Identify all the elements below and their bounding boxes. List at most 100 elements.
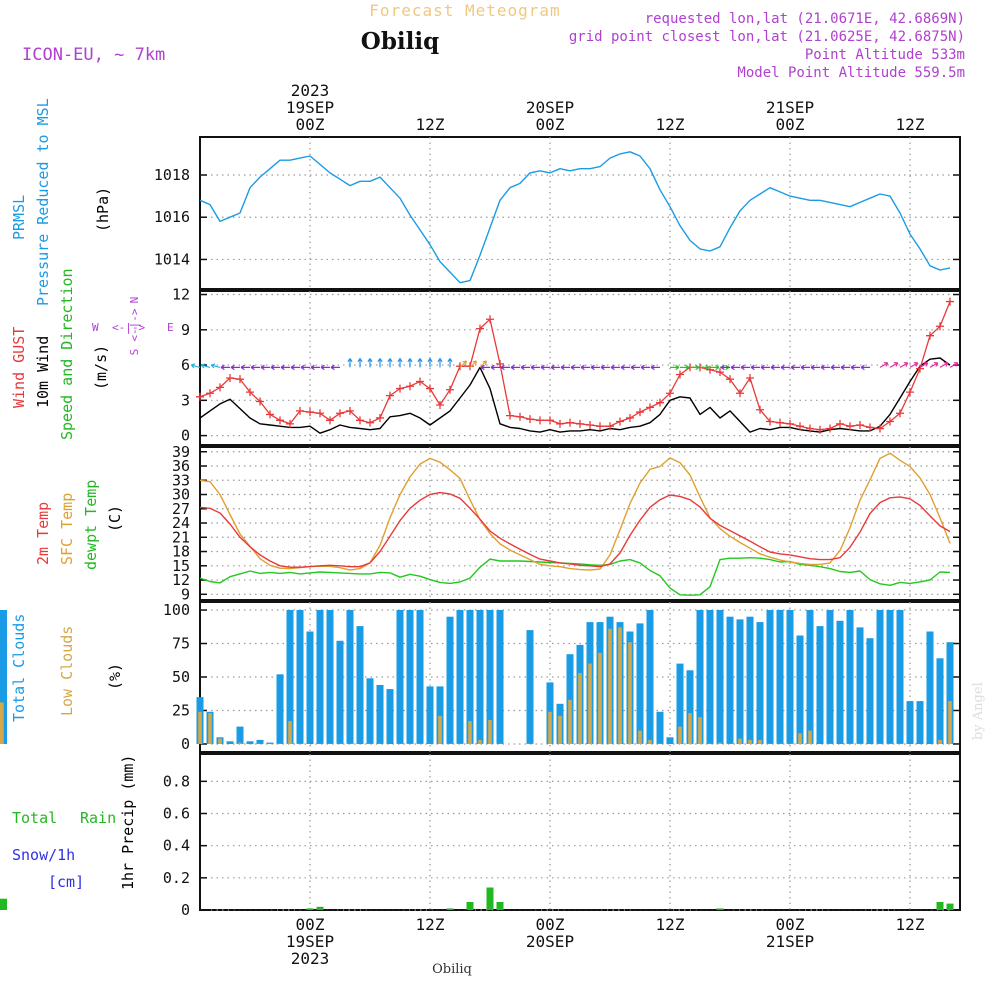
top-time-label: 12Z [656, 115, 685, 134]
pressure-frame [199, 136, 961, 290]
low-clouds-bar [738, 738, 742, 744]
low-clouds-bar [288, 721, 292, 744]
wind-gust-point [796, 422, 804, 431]
compass-arrows: <-|-> [128, 308, 141, 341]
wind-gust-point [386, 391, 394, 400]
low-clouds-bar [618, 627, 622, 744]
location-title: Obiliq [361, 28, 439, 55]
wind-10m-label: 10m Wind [34, 336, 52, 408]
wind-direction-arrow [240, 364, 250, 371]
total-clouds-bar [436, 686, 444, 744]
wind-gust-point [536, 416, 544, 425]
wind-gust-point [616, 417, 624, 426]
wind-gust-point [596, 422, 604, 431]
low-clouds-bar [938, 739, 942, 744]
total-clouds-bar [746, 616, 754, 744]
temperature-labels: 2m Temp SFC Temp dewpt Temp (C) [34, 480, 124, 570]
wind-gust-point [326, 416, 334, 425]
low-clouds-bar [558, 715, 562, 744]
total-clouds-bar [686, 670, 694, 744]
total-clouds-bar [406, 610, 414, 744]
wind-ytick-label: 3 [181, 391, 190, 409]
low-clouds-label: Low Clouds [58, 626, 76, 716]
cloud-labels: Total Clouds Low Clouds (%) [10, 614, 124, 722]
wind-gust-point [916, 364, 924, 373]
top-time-label: 12Z [896, 115, 925, 134]
wind-gust-point [626, 413, 634, 422]
wind-direction-arrow [600, 364, 610, 371]
temp-2m-label: 2m Temp [34, 502, 52, 565]
top-time-label: 00Z [776, 115, 805, 134]
precip-ytick-label: 0.2 [163, 869, 190, 887]
footer-location: Obiliq [432, 962, 472, 977]
wind-frame [199, 290, 961, 446]
wind-gust-point [576, 419, 584, 428]
low-clouds-bar [758, 739, 762, 744]
wind-direction-arrow [810, 364, 820, 371]
wind-direction-arrow [710, 364, 720, 371]
compass-east: E [167, 321, 174, 334]
compass-west: W [92, 321, 99, 334]
wind-gust-point [356, 416, 364, 425]
wind-gust-point [306, 408, 314, 417]
wind-direction-arrow [650, 364, 660, 371]
wind-direction-arrow [459, 360, 467, 368]
top-time-label: 21SEP [766, 98, 814, 117]
total-clouds-bar [306, 631, 314, 744]
total-clouds-bar [326, 610, 334, 744]
bottom-time-label: 20SEP [526, 932, 574, 951]
total-clouds-bar [826, 610, 834, 744]
wind-gust-point [266, 410, 274, 419]
wind-gust-point [636, 408, 644, 417]
wind-gust-point [726, 375, 734, 384]
low-clouds-bar [588, 663, 592, 744]
wind-direction-arrow [879, 362, 889, 368]
wind-direction-arrow [680, 364, 690, 371]
pressure-line [199, 151, 951, 284]
wind-gust-point [446, 385, 454, 394]
wind-direction-arrow [367, 358, 373, 368]
wind-gust-point [846, 422, 854, 431]
wind-direction-arrow [270, 364, 280, 371]
wind-gust-point [396, 384, 404, 393]
total-clouds-bar [396, 610, 404, 744]
model-label: ICON-EU, ~ 7km [22, 45, 165, 65]
precip-ytick-label: 0.8 [163, 772, 190, 790]
temperature-ytick-label: 18 [172, 543, 190, 561]
wind-direction-arrow [377, 358, 383, 368]
precip-labels: Total Rain Snow/1h [cm] 1hr Precip (mm) [12, 755, 137, 891]
total-clouds-bar [316, 610, 324, 744]
low-clouds-bar [478, 739, 482, 744]
meta-line-4: Model Point Altitude 559.5m [737, 65, 965, 81]
wind-gust-point [296, 406, 304, 415]
wind-direction-arrow [417, 358, 423, 368]
compass-rose: N <-|-> S W <-|-> E [92, 297, 174, 356]
wind-gust-point [716, 368, 724, 377]
wind-direction-arrow [580, 364, 590, 371]
compass-south: S [128, 349, 141, 356]
wind-10m-line [199, 357, 951, 434]
wind-direction-arrow [919, 362, 929, 368]
wind-direction-arrow [469, 360, 477, 368]
total-clouds-bar [446, 616, 454, 744]
dewpoint-line [199, 557, 951, 596]
pressure-label-1: PRMSL [10, 195, 28, 240]
wind-direction-arrow [790, 364, 800, 371]
wind-gust-point [236, 375, 244, 384]
total-clouds-bar [676, 663, 684, 744]
low-clouds-bar [678, 726, 682, 744]
low-clouds-bar [218, 738, 222, 744]
low-clouds-bar [468, 721, 472, 744]
wind-direction-arrow [800, 364, 810, 371]
clouds-ytick-label: 75 [172, 635, 190, 653]
total-clouds-bar [666, 737, 674, 744]
wind-gust-point [746, 373, 754, 382]
wind-gust-point [496, 359, 504, 368]
total-clouds-bar [636, 623, 644, 744]
wind-direction-arrow [540, 364, 550, 371]
total-clouds-bar [886, 610, 894, 744]
total-clouds-bar [386, 689, 394, 744]
meta-line-3: Point Altitude 533m [805, 47, 965, 63]
